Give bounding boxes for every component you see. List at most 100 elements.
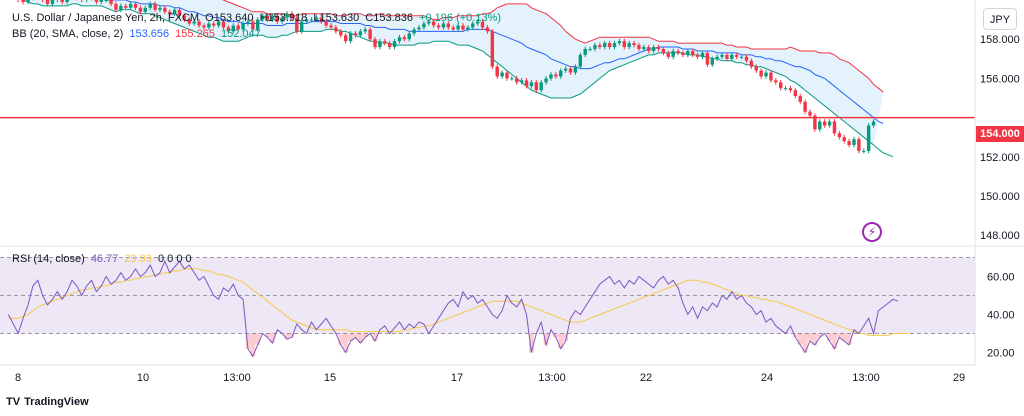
- candle-body: [378, 41, 382, 48]
- candle-body: [744, 56, 749, 61]
- rsi-label: RSI (14, close): [12, 253, 85, 265]
- candle-body: [280, 17, 284, 22]
- candle-body: [632, 43, 636, 46]
- candle-body: [260, 15, 265, 20]
- candle-body: [368, 29, 372, 40]
- candle-body: [21, 0, 25, 2]
- candle-body: [813, 115, 817, 130]
- candle-body: [231, 25, 235, 32]
- candle-body: [695, 54, 700, 57]
- candle-body: [256, 19, 260, 30]
- candle-body: [803, 101, 807, 112]
- rsi-pane[interactable]: [0, 257, 975, 358]
- time-tick-label: 10: [137, 372, 149, 384]
- candle-body: [202, 25, 206, 28]
- candle-body: [598, 45, 602, 48]
- candle-body: [417, 27, 421, 30]
- candle-body: [99, 0, 104, 2]
- candle-body: [827, 121, 832, 126]
- bb-basis-value: 153.656: [129, 28, 170, 40]
- candle-body: [392, 41, 397, 48]
- candle-body: [754, 66, 758, 71]
- candle-body: [637, 45, 641, 49]
- candle-body: [339, 31, 343, 36]
- currency-button[interactable]: JPY: [983, 8, 1017, 30]
- candle-body: [50, 0, 55, 4]
- bb-fill: [23, 0, 884, 145]
- candle-body: [769, 72, 773, 81]
- candle-body: [236, 25, 240, 30]
- candle-body: [241, 23, 245, 30]
- time-tick-label: 24: [761, 372, 773, 384]
- rsi-tick-label: 20.00: [987, 348, 1015, 360]
- candle-body: [124, 5, 128, 8]
- candle-body: [578, 54, 583, 67]
- rsi-oversold-fill: [802, 333, 808, 353]
- candle-body: [480, 21, 485, 28]
- rsi-oversold-fill: [255, 333, 261, 345]
- ohlc-close: C153.836: [365, 12, 414, 24]
- time-tick-label: 13:00: [852, 372, 880, 384]
- candle-body: [353, 33, 358, 36]
- candle-body: [774, 80, 778, 83]
- price-pane[interactable]: [0, 0, 975, 158]
- candle-body: [788, 88, 793, 91]
- candle-body: [275, 15, 279, 22]
- candle-body: [500, 72, 504, 77]
- candle-body: [749, 60, 754, 67]
- candle-body: [422, 23, 426, 28]
- candle-body: [373, 39, 377, 48]
- candle-body: [715, 56, 719, 59]
- tradingview-logo[interactable]: TV TradingView: [6, 396, 89, 408]
- rsi-oversold-fill: [563, 333, 569, 342]
- rsi-legend[interactable]: RSI (14, close) 46.77 29.93 0 0 0 0: [12, 253, 195, 265]
- time-tick-label: 13:00: [538, 372, 566, 384]
- candle-body: [427, 21, 431, 24]
- candle-body: [471, 23, 475, 28]
- candle-body: [822, 121, 827, 126]
- candle-body: [65, 0, 69, 2]
- candle-body: [119, 5, 123, 10]
- bb-lower-value: 152.047: [220, 28, 261, 40]
- candle-body: [451, 27, 455, 30]
- candle-body: [676, 50, 680, 53]
- lightning-icon[interactable]: ⚡: [862, 222, 882, 242]
- price-tick-label: 150.000: [980, 191, 1020, 203]
- rsi-ma-value: 29.93: [124, 253, 152, 265]
- candle-body: [221, 21, 226, 28]
- time-tick-label: 8: [15, 372, 21, 384]
- rsi-oversold-fill: [362, 333, 368, 338]
- candle-body: [857, 139, 861, 151]
- candle-body: [842, 137, 846, 142]
- candle-body: [818, 121, 822, 130]
- candle-body: [642, 47, 646, 49]
- candle-body: [383, 41, 387, 44]
- candle-body: [505, 72, 509, 79]
- price-tick-label: 152.000: [980, 152, 1020, 164]
- bollinger-legend[interactable]: BB (20, SMA, close, 2) 153.656 155.265 1…: [12, 28, 264, 40]
- bb-lower-line: [21, 0, 894, 158]
- rsi-oversold-fill: [817, 333, 823, 338]
- rsi-oversold-fill: [807, 333, 813, 342]
- rsi-oversold-fill: [372, 333, 378, 342]
- rsi-line: [7, 260, 899, 358]
- bb-label: BB (20, SMA, close, 2): [12, 28, 124, 40]
- candle-body: [177, 9, 182, 16]
- candle-body: [158, 7, 162, 10]
- candle-body: [798, 96, 802, 102]
- candle-body: [45, 0, 50, 4]
- time-tick-label: 22: [640, 372, 652, 384]
- brand-name: TradingView: [24, 396, 89, 408]
- candle-body: [290, 13, 294, 18]
- rsi-oversold-fill: [553, 333, 559, 338]
- candle-body: [515, 78, 519, 83]
- candle-body: [363, 29, 367, 32]
- candle-body: [270, 15, 275, 20]
- rsi-oversold-fill: [250, 333, 256, 357]
- candle-body: [334, 27, 338, 32]
- candle-body: [617, 41, 622, 44]
- candle-body: [866, 125, 871, 151]
- candle-body: [837, 133, 842, 138]
- rsi-oversold-fill: [284, 333, 290, 340]
